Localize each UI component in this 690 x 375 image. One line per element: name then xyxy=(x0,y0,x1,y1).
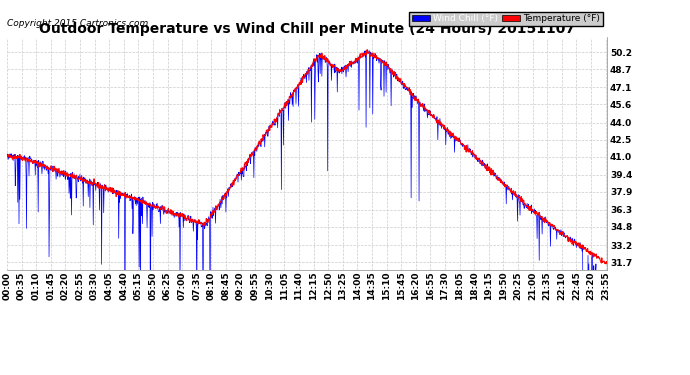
Title: Outdoor Temperature vs Wind Chill per Minute (24 Hours) 20151107: Outdoor Temperature vs Wind Chill per Mi… xyxy=(39,22,575,36)
Legend: Wind Chill (°F), Temperature (°F): Wind Chill (°F), Temperature (°F) xyxy=(409,12,602,26)
Text: Copyright 2015 Cartronics.com: Copyright 2015 Cartronics.com xyxy=(7,19,148,28)
